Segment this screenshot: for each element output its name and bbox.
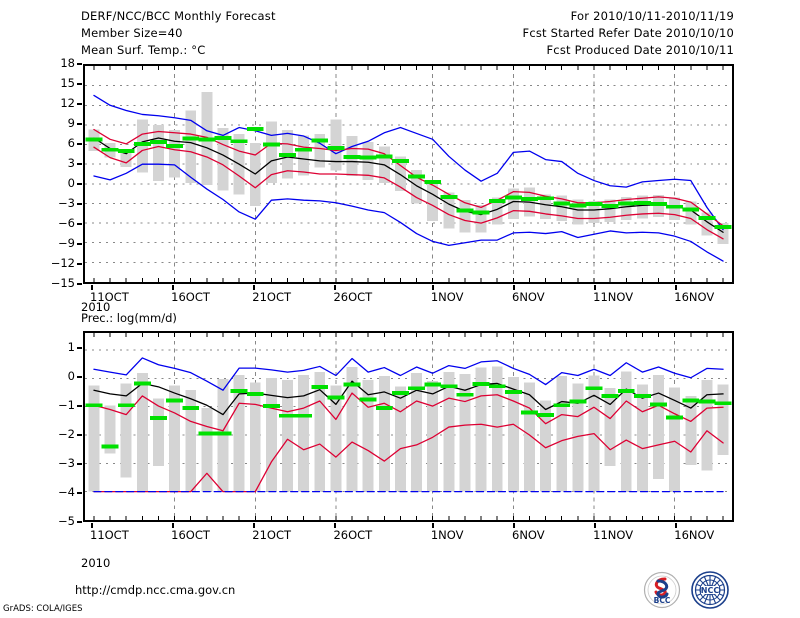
y-tick-label: 15 [60,76,75,90]
x-tick-label: 11NOV [593,290,634,304]
temperature-year-label: 2010 [81,300,111,314]
y-tick-label: −6 [58,216,75,230]
y-tick-label: −15 [50,276,75,290]
x-tick-label: 11NOV [593,528,634,542]
x-tick-mark [334,523,337,528]
y-tick-label: −3 [58,196,75,210]
x-tick-mark [172,285,175,290]
y-tick-label: 3 [67,156,75,170]
forecast-period-label: For 2010/10/11-2010/11/19 [570,9,734,23]
y-tick-mark [77,434,82,437]
x-tick-mark [91,523,93,528]
precipitation-year-label: 2010 [81,556,111,570]
page-title: DERF/NCC/BCC Monthly Forecast [81,9,276,23]
x-tick-mark [513,285,515,290]
precipitation-chart-panel [83,331,734,522]
y-tick-label: 18 [60,56,75,70]
y-tick-mark [77,63,82,65]
y-tick-label: 0 [67,369,75,384]
svg-text:BCC: BCC [654,596,671,605]
y-tick-label: 12 [60,96,75,110]
y-tick-mark [77,521,82,523]
y-tick-mark [77,376,82,379]
x-tick-label: 1NOV [430,290,464,304]
y-tick-label: −2 [58,427,75,442]
y-tick-label: −5 [58,514,75,528]
y-tick-mark [77,223,82,225]
ncc-logo-icon: NCC [691,571,729,609]
bcc-logo-icon: BCC [643,571,681,609]
x-tick-mark [172,523,175,528]
y-tick-mark [77,83,82,85]
y-tick-mark [77,263,82,265]
x-tick-label: 26OCT [333,528,373,542]
x-tick-mark [513,523,515,528]
y-tick-label: −3 [58,456,75,471]
x-tick-label: 6NOV [512,290,545,304]
x-tick-label: 21OCT [252,528,292,542]
y-tick-mark [77,203,82,205]
y-tick-mark [77,123,82,125]
y-tick-mark [77,347,82,350]
footer-url[interactable]: http://cmdp.ncc.cma.gov.cn [75,583,236,597]
x-tick-mark [675,285,678,290]
x-tick-label: 16NOV [674,290,715,304]
y-tick-label: −1 [58,398,75,413]
forecast-started-label: Fcst Started Refer Date 2010/10/10 [522,26,734,40]
logo-group: BCC NCC [643,571,729,609]
forecast-produced-label: Fcst Produced Date 2010/10/11 [546,43,734,57]
x-tick-mark [253,285,256,290]
y-tick-label: −4 [58,485,75,500]
x-tick-mark [594,523,597,528]
x-tick-mark [253,523,256,528]
x-tick-label: 26OCT [333,290,373,304]
precip-panel-title: Prec.: log(mm/d) [81,311,177,325]
x-tick-label: 16NOV [674,528,715,542]
agency-logos: BCC NCC [643,570,731,612]
y-tick-label: −9 [58,236,75,250]
temperature-chart-panel [83,64,734,284]
temperature-plot [85,66,732,282]
y-tick-label: 6 [67,136,75,150]
x-tick-mark [431,523,434,528]
x-tick-mark [431,285,434,290]
x-tick-label: 11OCT [90,528,129,542]
y-tick-label: 9 [67,116,75,130]
y-tick-mark [77,143,82,145]
y-tick-label: 1 [67,340,75,355]
x-tick-label: 21OCT [252,290,292,304]
y-tick-mark [77,405,82,408]
x-tick-mark [594,285,597,290]
x-tick-label: 16OCT [171,528,210,542]
temp-panel-title: Mean Surf. Temp.: °C [81,43,206,57]
x-tick-label: 1NOV [430,528,464,542]
x-tick-mark [91,285,93,290]
x-tick-mark [675,523,678,528]
member-size-label: Member Size=40 [81,26,183,40]
y-tick-mark [77,183,82,185]
y-tick-mark [77,283,82,285]
y-tick-mark [77,492,82,495]
footer-grads-credit: GrADS: COLA/IGES [3,604,83,614]
y-tick-mark [77,463,82,466]
x-tick-label: 11OCT [90,290,129,304]
y-tick-mark [77,163,82,165]
x-tick-label: 6NOV [512,528,545,542]
y-tick-label: 0 [67,176,75,190]
y-tick-mark [77,243,82,245]
x-tick-label: 16OCT [171,290,210,304]
y-tick-mark [77,103,82,105]
y-tick-label: −12 [50,256,75,270]
svg-text:NCC: NCC [701,586,720,595]
precipitation-plot [85,333,732,520]
x-tick-mark [334,285,337,290]
